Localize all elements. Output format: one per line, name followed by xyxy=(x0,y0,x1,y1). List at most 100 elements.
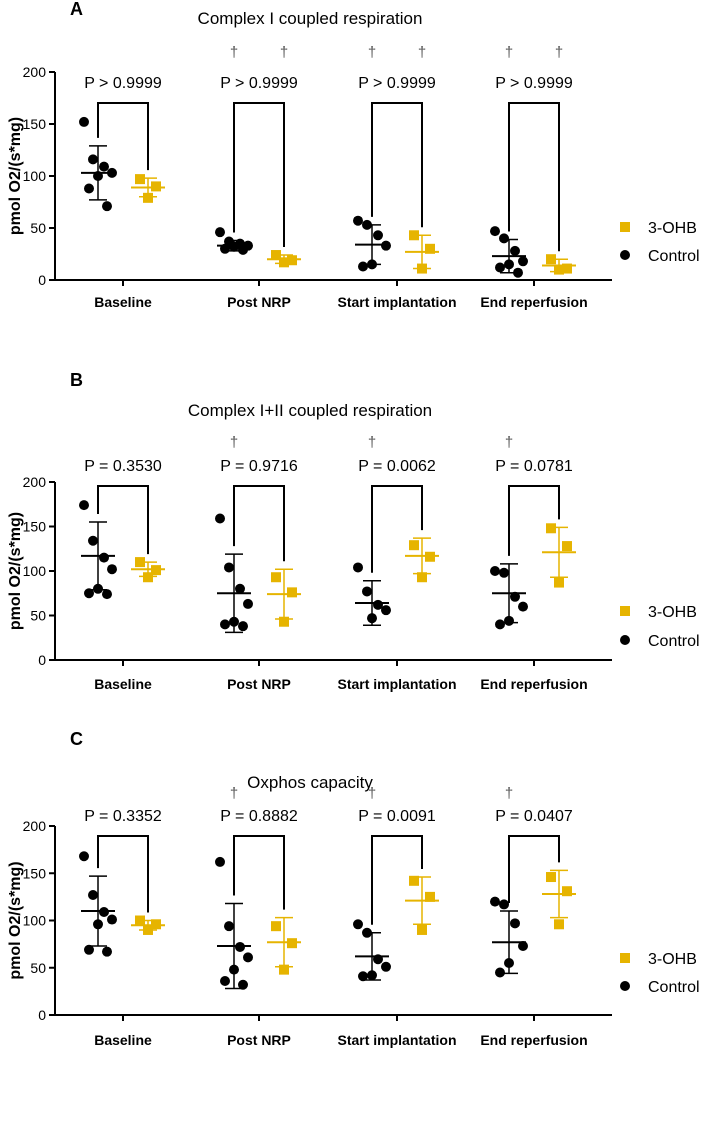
dagger-marker: † xyxy=(505,44,513,61)
p-value-label: P = 0.0091 xyxy=(358,808,436,825)
data-point-control xyxy=(79,851,89,862)
data-point-control xyxy=(238,979,248,990)
legend-marker-3ohb xyxy=(620,222,630,232)
data-point-control xyxy=(495,619,505,630)
x-tick-label: Start implantation xyxy=(337,1032,456,1048)
legend-label: Control xyxy=(648,979,700,996)
p-value-label: P = 0.0062 xyxy=(358,458,436,475)
x-tick-label: Post NRP xyxy=(227,676,291,692)
data-point-control xyxy=(102,589,112,600)
panel-letter: A xyxy=(70,0,83,19)
data-point-3ohb xyxy=(425,891,435,902)
data-point-control xyxy=(220,619,230,630)
data-point-control xyxy=(84,944,94,955)
dagger-marker: † xyxy=(230,434,238,451)
y-axis-label: pmol O2/(s*mg) xyxy=(7,117,24,235)
x-tick-label: End reperfusion xyxy=(480,676,587,692)
data-point-control xyxy=(510,918,520,929)
data-point-control xyxy=(84,183,94,194)
data-point-3ohb xyxy=(417,572,427,583)
legend: 3-OHB Control xyxy=(620,220,700,265)
data-point-control xyxy=(362,586,372,597)
data-point-3ohb xyxy=(271,921,281,932)
legend-label: 3-OHB xyxy=(648,220,697,237)
data-point-control xyxy=(88,154,98,165)
panel-letter: B xyxy=(70,370,83,390)
y-tick-label: 150 xyxy=(23,865,47,881)
data-point-control xyxy=(373,230,383,241)
y-tick-label: 0 xyxy=(38,272,46,288)
significance-bracket xyxy=(508,102,560,252)
data-point-control xyxy=(490,566,500,576)
data-point-control xyxy=(381,605,391,616)
x-tick-label: End reperfusion xyxy=(480,294,587,310)
legend-marker-control xyxy=(620,635,630,645)
data-point-control xyxy=(99,161,109,172)
data-point-3ohb xyxy=(279,964,289,975)
panel-title: Oxphos capacity xyxy=(247,773,373,792)
data-point-control xyxy=(215,513,225,524)
data-point-3ohb xyxy=(562,541,572,552)
dagger-marker: † xyxy=(505,785,513,802)
significance-bracket xyxy=(371,102,423,228)
data-point-control xyxy=(353,562,363,573)
dagger-marker: † xyxy=(555,44,563,61)
significance-bracket xyxy=(97,835,149,913)
data-point-control xyxy=(107,914,117,925)
data-point-control xyxy=(238,244,248,255)
data-point-control xyxy=(102,946,112,957)
dagger-marker: † xyxy=(368,44,376,61)
y-tick-label: 100 xyxy=(23,168,47,184)
y-tick-label: 0 xyxy=(38,652,46,668)
data-point-control xyxy=(495,967,505,978)
data-point-control xyxy=(243,598,253,609)
dagger-marker: † xyxy=(368,434,376,451)
panel-letter: C xyxy=(70,729,83,749)
data-point-3ohb xyxy=(135,174,145,185)
data-point-control xyxy=(518,256,528,267)
legend-label: 3-OHB xyxy=(648,951,697,968)
data-point-control xyxy=(495,262,505,273)
data-point-3ohb xyxy=(546,872,556,883)
data-point-3ohb xyxy=(271,572,281,583)
data-point-control xyxy=(499,899,509,910)
legend-marker-control xyxy=(620,250,630,260)
y-tick-label: 50 xyxy=(30,220,46,236)
data-point-control xyxy=(490,226,500,237)
data-point-3ohb xyxy=(287,587,297,598)
legend-label: Control xyxy=(648,248,700,265)
data-point-control xyxy=(215,856,225,867)
panel-c: C Oxphos capacity pmol O2/(s*mg) 0 50 100 150 2… xyxy=(7,729,700,1048)
x-tick-label: Baseline xyxy=(94,676,152,692)
legend-marker-3ohb xyxy=(620,606,630,616)
data-point-control xyxy=(224,921,234,932)
p-value-label: P > 0.9999 xyxy=(358,75,436,92)
legend-marker-3ohb xyxy=(620,953,630,963)
data-point-3ohb xyxy=(562,886,572,897)
significance-bracket xyxy=(233,835,285,910)
data-point-control xyxy=(358,261,368,272)
data-point-3ohb xyxy=(554,577,564,588)
data-point-control xyxy=(215,227,225,238)
significance-bracket xyxy=(97,102,149,171)
panel-title: Complex I+II coupled respiration xyxy=(188,401,432,420)
data-point-control xyxy=(235,583,245,594)
y-tick-label: 50 xyxy=(30,960,46,976)
dagger-marker: † xyxy=(230,785,238,802)
data-point-3ohb xyxy=(143,192,153,203)
y-tick-label: 0 xyxy=(38,1007,46,1023)
y-tick-label: 150 xyxy=(23,519,47,535)
data-point-3ohb xyxy=(409,875,419,886)
significance-bracket xyxy=(233,485,285,562)
data-point-control xyxy=(79,116,89,127)
x-tick-label: Post NRP xyxy=(227,1032,291,1048)
data-point-3ohb xyxy=(562,263,572,274)
legend-label: Control xyxy=(648,633,700,650)
data-point-control xyxy=(238,621,248,632)
y-tick-label: 100 xyxy=(23,913,47,929)
significance-bracket xyxy=(508,485,560,556)
p-value-label: P > 0.9999 xyxy=(220,75,298,92)
panel-b: B Complex I+II coupled respiration pmol O2… xyxy=(7,370,700,692)
p-value-label: P = 0.3530 xyxy=(84,458,162,475)
data-point-control xyxy=(79,500,89,511)
